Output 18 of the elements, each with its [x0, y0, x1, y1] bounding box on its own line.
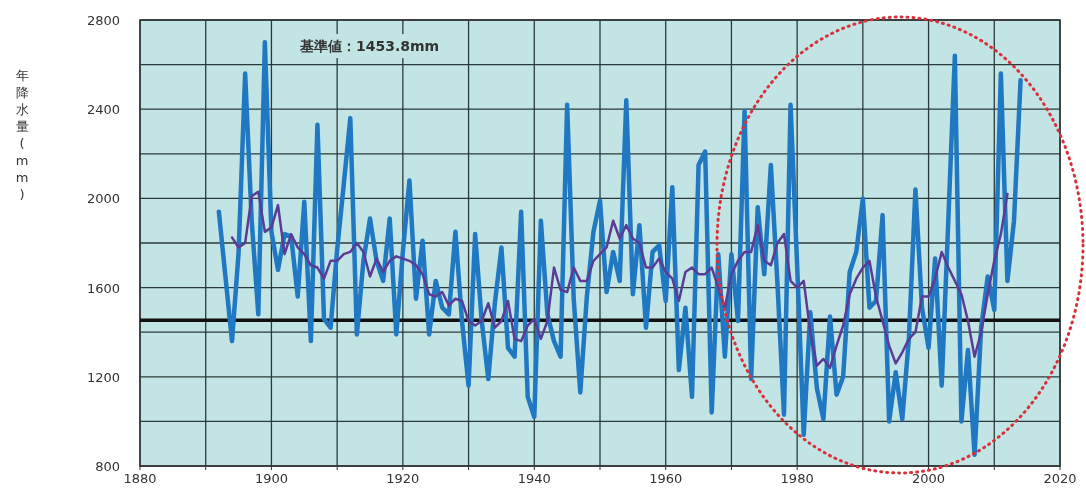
- x-tick-label: 1940: [517, 471, 551, 486]
- line-series: [216, 40, 1023, 458]
- x-tick-label: 1980: [780, 471, 814, 486]
- y-tick-label: 2000: [86, 191, 120, 207]
- x-tick-label: 1960: [649, 471, 683, 486]
- x-tick-label: 1900: [254, 471, 288, 486]
- x-tick-label: 2000: [912, 471, 946, 486]
- x-tick-label: 1880: [123, 471, 157, 486]
- y-tick-label: 1200: [86, 369, 120, 385]
- y-tick-label: 2800: [86, 13, 120, 28]
- x-tick-label: 2020: [1043, 471, 1077, 486]
- ref-line-label: 基準値：1453.8mm: [299, 38, 440, 54]
- y-axis-title: 年降水量(mm): [15, 68, 29, 202]
- line-series: [230, 190, 1009, 370]
- x-tick-label: 1920: [386, 471, 420, 486]
- y-tick-label: 2400: [86, 102, 120, 118]
- y-tick-label: 800: [95, 459, 120, 474]
- y-tick-label: 1600: [86, 280, 120, 296]
